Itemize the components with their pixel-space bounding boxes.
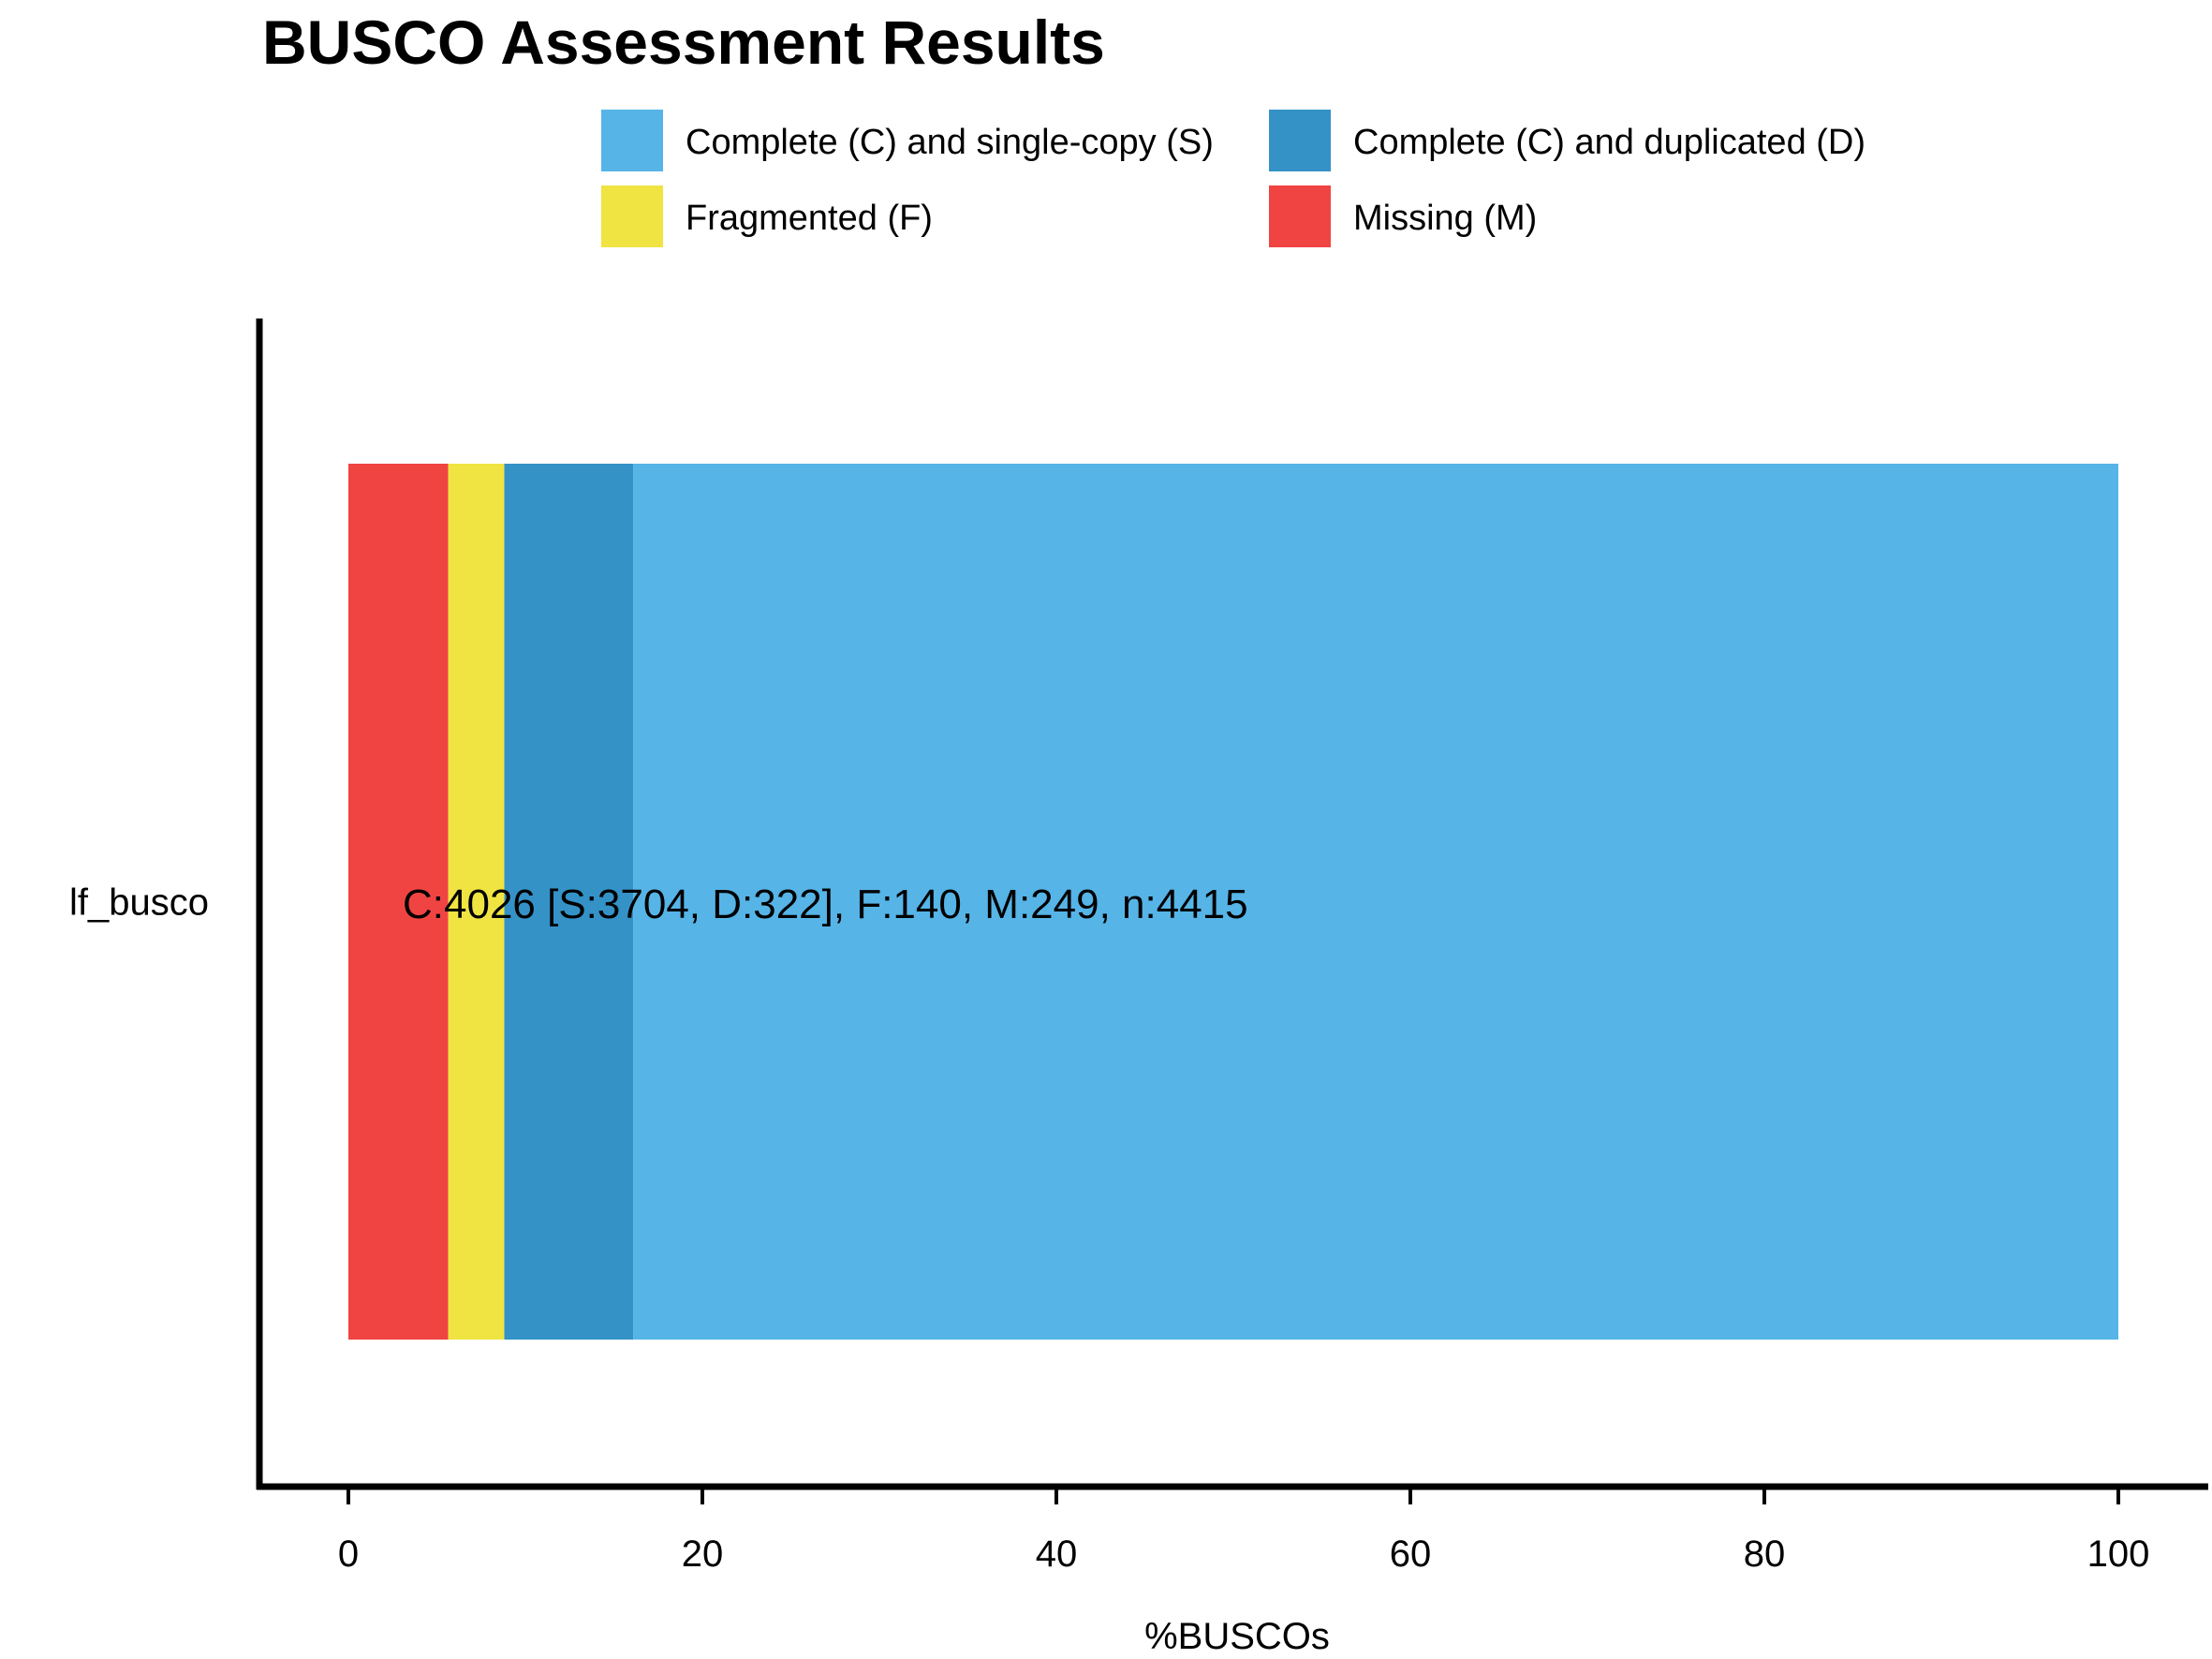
x-tick-label: 100 (2087, 1533, 2150, 1575)
legend-label: Missing (M) (1353, 199, 1537, 238)
x-axis-ticks: 0 20 40 60 80 100 (338, 1489, 2150, 1575)
legend-label: Complete (C) and single-copy (S) (686, 123, 1214, 162)
y-category-label: lf_busco (69, 882, 209, 924)
y-axis-categories: lf_busco (69, 882, 209, 924)
legend: Complete (C) and single-copy (S) Complete… (601, 110, 1865, 247)
busco-summary-annotation: C:4026 [S:3704, D:322], F:140, M:249, n:… (403, 881, 1248, 927)
bar-segment-missing-m (348, 464, 449, 1340)
x-tick-label: 0 (338, 1533, 359, 1575)
bar-segment-complete-c-and-duplicated-d (504, 464, 634, 1340)
x-axis-title: %BUSCOs (1144, 1616, 1330, 1657)
legend-label: Fragmented (F) (686, 199, 933, 238)
x-tick-label: 20 (682, 1533, 724, 1575)
chart-title: BUSCO Assessment Results (262, 7, 1105, 77)
legend-swatch (601, 110, 663, 171)
bar-stack (348, 464, 2118, 1340)
x-tick-label: 60 (1390, 1533, 1432, 1575)
bar-segment-fragmented-f (448, 464, 505, 1340)
x-tick-label: 80 (1744, 1533, 1786, 1575)
legend-swatch (1269, 110, 1331, 171)
bar-segment-complete-c-and-single-copy-s (633, 464, 2118, 1340)
legend-label: Complete (C) and duplicated (D) (1353, 123, 1865, 162)
x-tick-label: 40 (1036, 1533, 1078, 1575)
legend-swatch (1269, 185, 1331, 247)
legend-swatch (601, 185, 663, 247)
